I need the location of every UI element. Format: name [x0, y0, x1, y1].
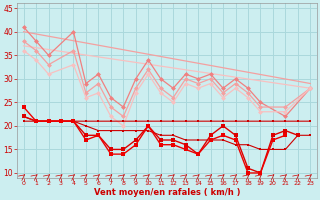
- X-axis label: Vent moyen/en rafales ( km/h ): Vent moyen/en rafales ( km/h ): [94, 188, 240, 197]
